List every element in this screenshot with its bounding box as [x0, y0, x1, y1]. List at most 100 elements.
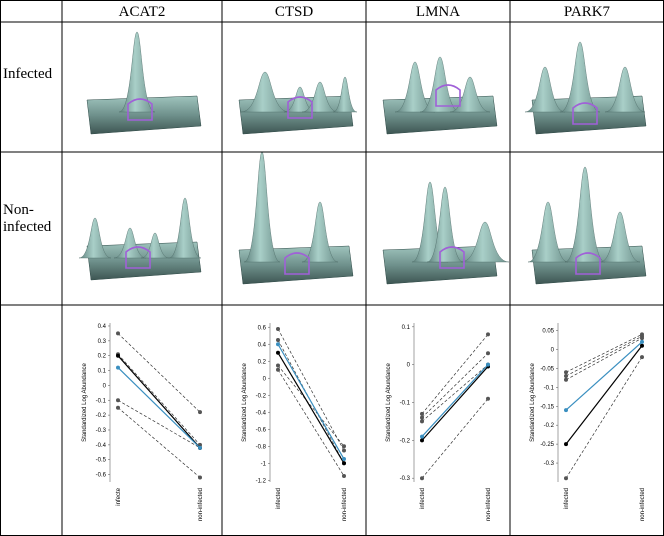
individual-line	[117, 399, 201, 449]
data-point	[198, 475, 202, 480]
y-tick-label: -0.2	[400, 438, 411, 444]
surface-slab	[86, 241, 202, 281]
individual-line	[565, 334, 643, 373]
surfaces	[78, 31, 647, 285]
y-tick-label: -0.25	[540, 442, 554, 448]
surface-peak	[332, 76, 358, 113]
individual-line	[421, 364, 489, 422]
summary-line	[117, 355, 201, 449]
surface-peak	[168, 197, 202, 259]
data-point	[342, 474, 346, 479]
y-tick-label: 0.05	[542, 329, 554, 335]
y-tick-label: 0	[263, 376, 267, 382]
data-point	[276, 326, 280, 331]
x-tick-label: non-infected	[198, 488, 204, 521]
row-label-box: Non-infected	[3, 202, 52, 235]
y-tick-label: 0.6	[258, 325, 267, 331]
y-axis-label: Standardized Log Abundance	[82, 362, 88, 441]
charts: 0.4 0.3 0.2 0.1 0 -0.1 -0.2 -0.3 -0.4 -0.5 -0.6 Sta…	[82, 323, 646, 521]
column-header: CTSD	[275, 4, 314, 20]
data-point	[198, 410, 202, 415]
y-tick-label: -0.1	[544, 385, 555, 391]
surface-peak	[559, 41, 601, 113]
y-axis-label: Standardized Log Abundance	[242, 362, 248, 441]
data-point	[116, 405, 120, 410]
data-point	[342, 457, 346, 462]
individual-line	[421, 334, 489, 415]
x-tick-label: infected	[564, 488, 570, 509]
data-point	[420, 419, 424, 424]
data-point	[640, 334, 644, 339]
data-point	[420, 411, 424, 416]
x-tick-label: infected	[420, 488, 426, 509]
y-tick-label: 0.2	[258, 359, 267, 365]
individual-line	[421, 353, 489, 418]
data-point	[564, 408, 568, 413]
y-tick-label: 0.3	[98, 339, 107, 345]
data-point	[486, 351, 490, 356]
region-outline	[284, 252, 310, 275]
data-point	[420, 438, 424, 443]
region-outline	[287, 96, 313, 119]
y-tick-label: -1.2	[256, 478, 267, 484]
y-tick-label: -0.8	[256, 444, 267, 450]
surface-peak	[301, 201, 339, 263]
region-outline	[125, 246, 151, 269]
summary-line	[565, 345, 643, 445]
y-tick-label: 0.1	[402, 325, 411, 331]
row-label: Infected	[3, 66, 53, 82]
y-tick-label: -0.3	[96, 428, 107, 434]
data-point	[276, 367, 280, 372]
summary-line	[117, 367, 201, 449]
data-point	[486, 362, 490, 367]
region-outline	[572, 102, 598, 125]
individual-line	[117, 353, 201, 446]
y-tick-label: -0.2	[96, 413, 107, 419]
summary-line	[277, 352, 345, 464]
column-header: LMNA	[416, 4, 460, 20]
data-point	[116, 365, 120, 370]
y-tick-label: 0.4	[98, 324, 107, 330]
region-outline	[435, 84, 461, 107]
row-label: Non-infected	[3, 202, 52, 235]
y-tick-label: 0.1	[98, 369, 107, 375]
individual-line	[117, 407, 201, 478]
region-outline	[439, 246, 465, 269]
individual-line	[565, 356, 643, 479]
data-point	[342, 444, 346, 449]
data-point	[342, 461, 346, 466]
y-tick-label: 0	[407, 363, 411, 369]
surface-peak	[604, 66, 646, 113]
individual-line	[277, 339, 345, 464]
surface-peak	[524, 66, 566, 113]
data-point	[640, 339, 644, 344]
y-tick-label: -0.6	[96, 473, 107, 479]
x-tick-label: infected	[276, 488, 282, 509]
surface-peak	[564, 166, 606, 263]
individual-line	[565, 335, 643, 377]
y-tick-label: -0.05	[540, 366, 554, 372]
data-point	[640, 343, 644, 348]
column-header: ACAT2	[119, 4, 166, 20]
data-point	[116, 331, 120, 336]
surface-peak	[243, 151, 281, 263]
y-tick-label: 0.4	[258, 342, 267, 348]
data-point	[276, 342, 280, 347]
y-tick-label: -0.15	[540, 404, 554, 410]
data-point	[564, 476, 568, 481]
individual-line	[277, 365, 345, 447]
y-tick-label: 0	[551, 348, 555, 354]
individual-line	[277, 369, 345, 477]
x-tick-label: non-infected	[486, 488, 492, 521]
data-point	[198, 445, 202, 450]
data-point	[420, 476, 424, 481]
data-point	[276, 350, 280, 355]
data-point	[564, 377, 568, 382]
row-label-box: Infected	[3, 66, 53, 82]
individual-line	[421, 398, 489, 479]
data-point	[564, 374, 568, 378]
data-point	[564, 370, 568, 375]
data-point	[486, 396, 490, 401]
line-chart: 0.4 0.3 0.2 0.1 0 -0.1 -0.2 -0.3 -0.4 -0.5 -0.6 Sta…	[82, 323, 204, 521]
